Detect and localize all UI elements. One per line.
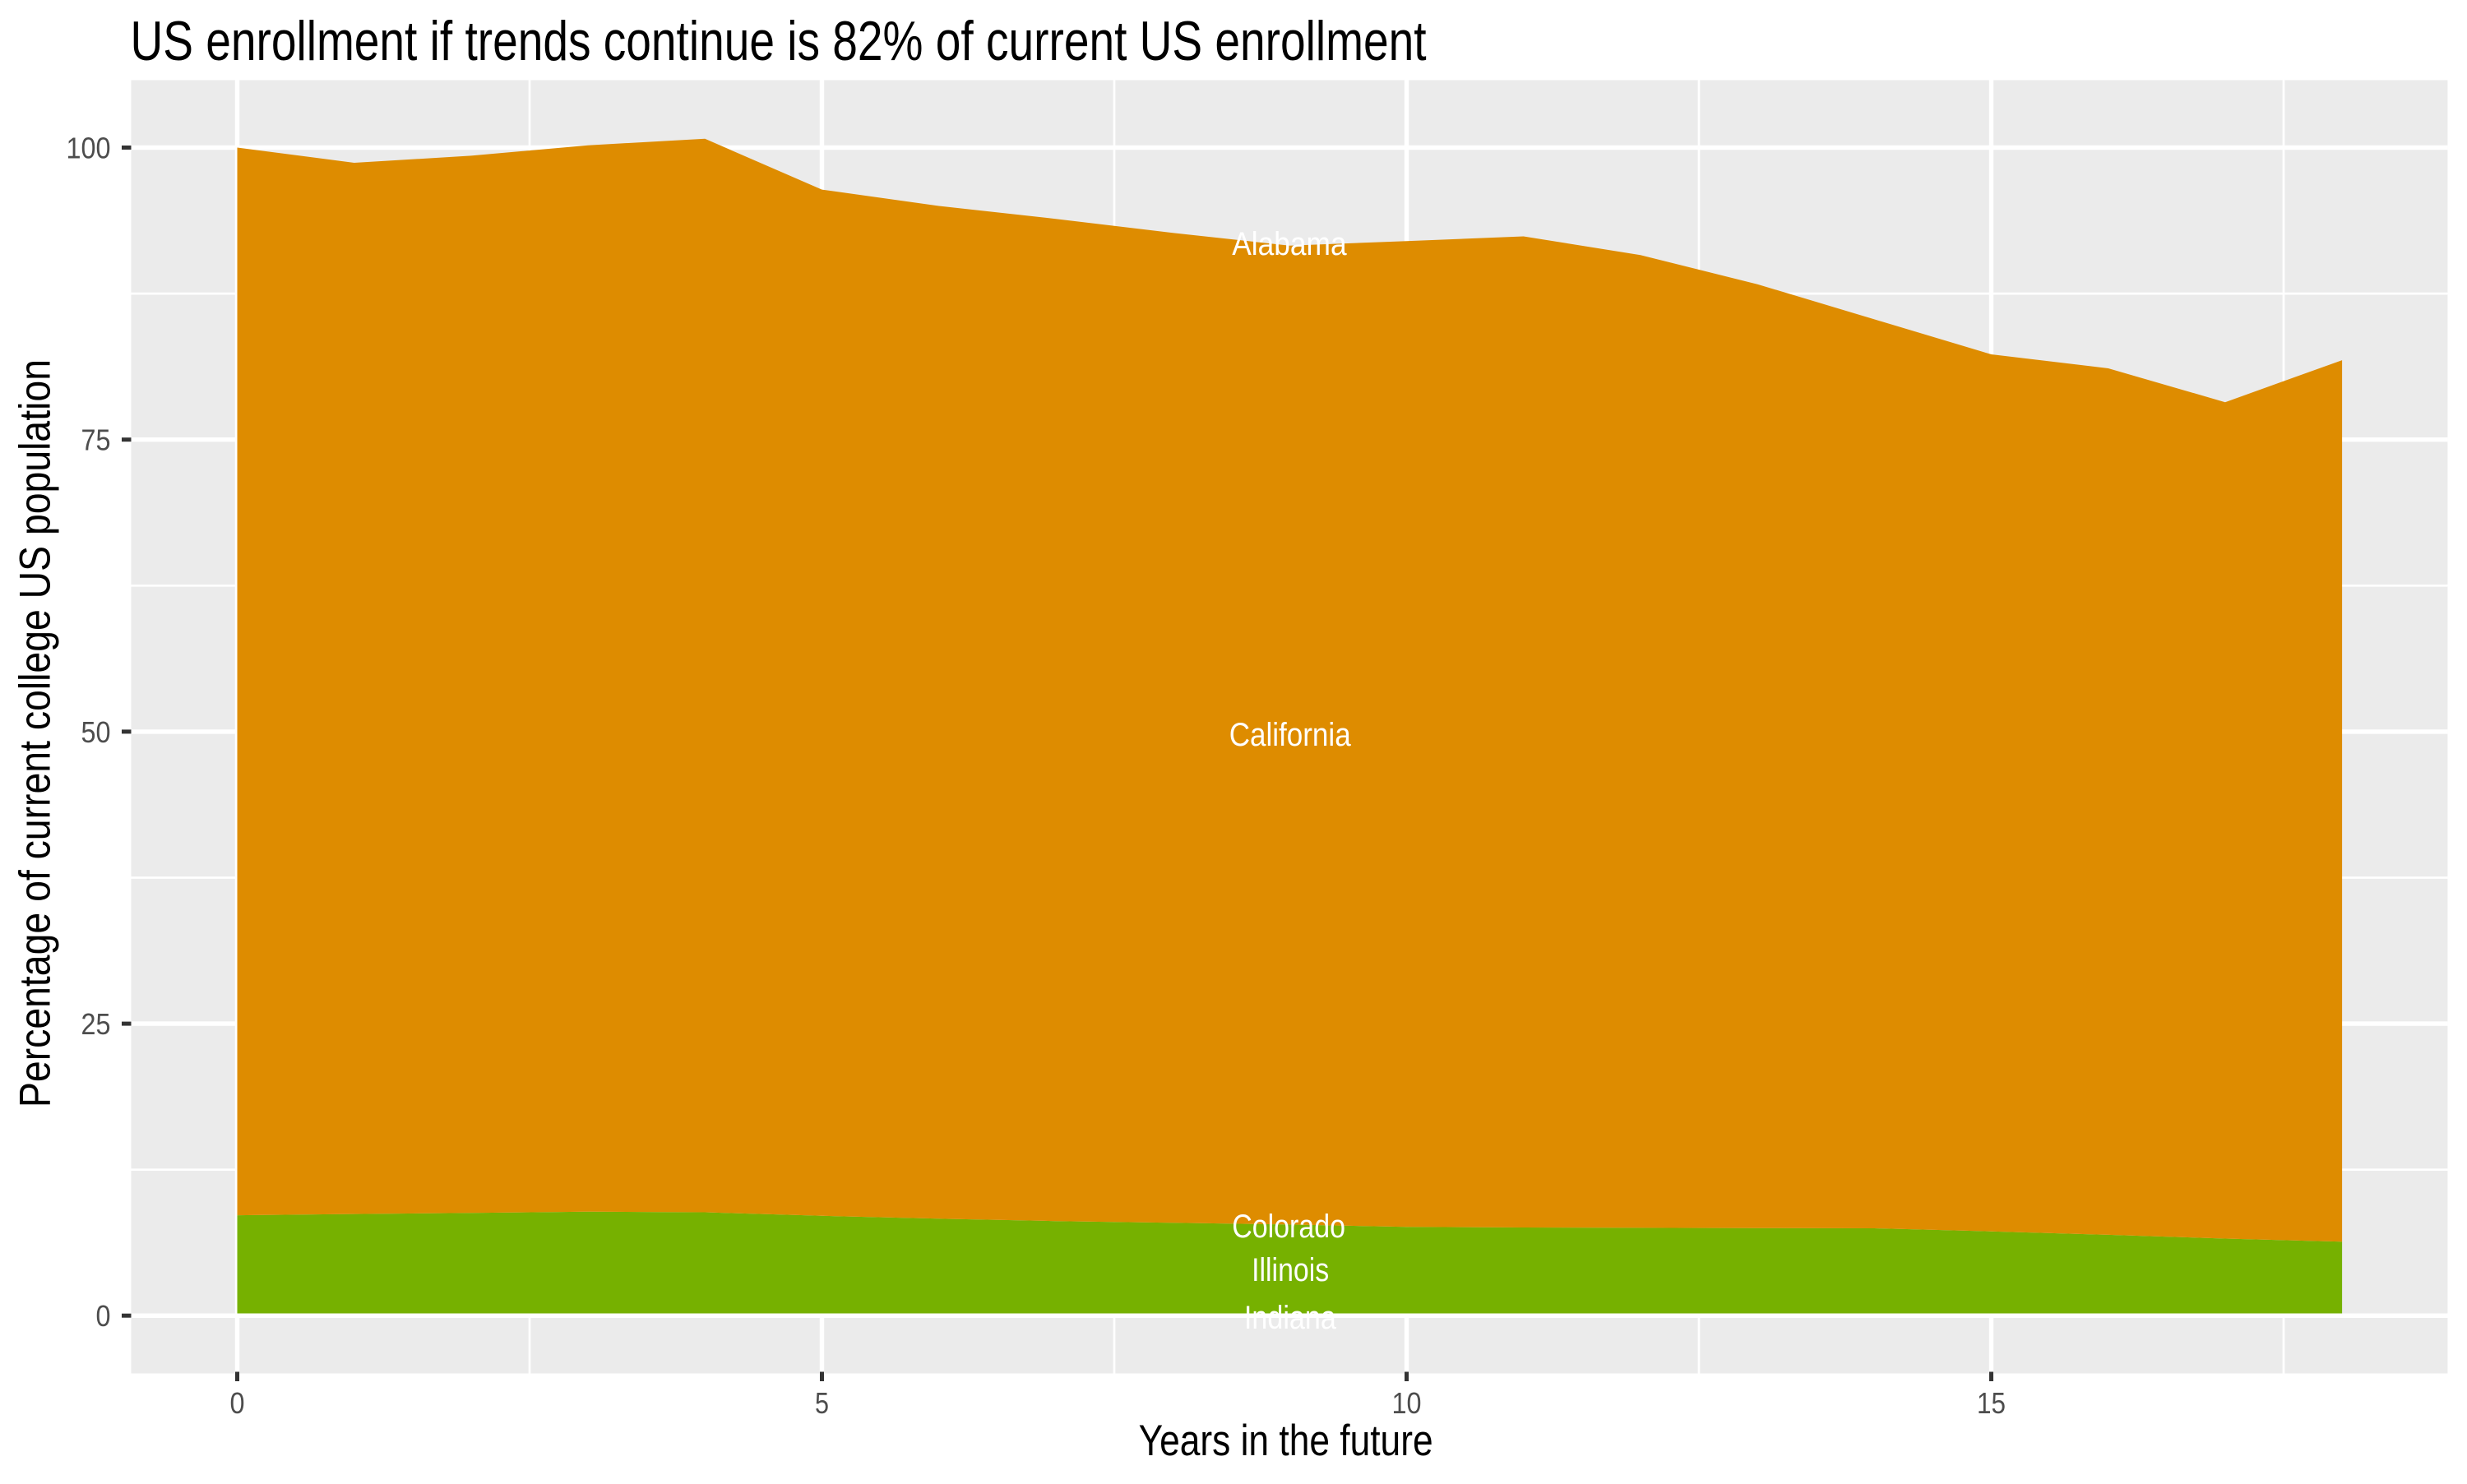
svg-text:0: 0: [96, 1299, 111, 1333]
svg-text:100: 100: [67, 132, 111, 165]
svg-text:Indiana: Indiana: [1244, 1300, 1337, 1336]
svg-text:Colorado: Colorado: [1232, 1209, 1345, 1245]
svg-text:10: 10: [1392, 1386, 1422, 1420]
svg-text:California: California: [1229, 717, 1352, 753]
svg-text:Alabama: Alabama: [1232, 226, 1347, 262]
svg-text:15: 15: [1977, 1386, 2006, 1420]
svg-text:75: 75: [81, 423, 111, 457]
svg-text:5: 5: [815, 1386, 829, 1420]
svg-text:US enrollment if trends contin: US enrollment if trends continue is 82% …: [131, 10, 1427, 72]
svg-text:Illinois: Illinois: [1252, 1252, 1329, 1288]
svg-text:Percentage of current college: Percentage of current college US populat…: [12, 359, 60, 1107]
svg-text:25: 25: [81, 1007, 111, 1041]
svg-text:0: 0: [230, 1386, 245, 1420]
svg-text:Years in the future: Years in the future: [1139, 1417, 1433, 1465]
svg-text:50: 50: [81, 715, 111, 749]
